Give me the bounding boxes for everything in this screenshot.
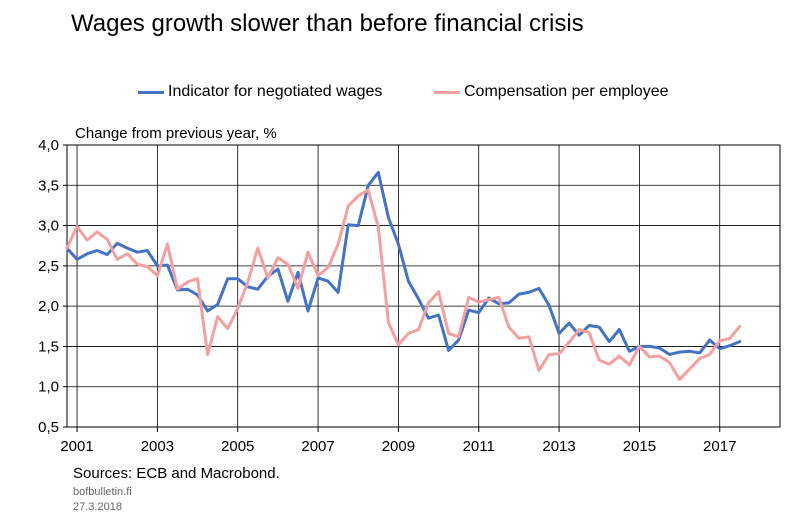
- x-tick-label: 2013: [542, 438, 575, 455]
- x-tick-label: 2015: [623, 438, 656, 455]
- source-note: Sources: ECB and Macrobond.: [73, 465, 280, 482]
- chart-title: Wages growth slower than before financia…: [71, 10, 584, 37]
- series-line-compensation: [65, 188, 742, 381]
- plot-area: [66, 144, 781, 428]
- legend-swatch-negotiated-wages: [138, 90, 164, 94]
- y-tick-label: 2,0: [38, 298, 59, 315]
- x-tick-label: 2007: [301, 438, 334, 455]
- x-tick-label: 2009: [382, 438, 415, 455]
- publish-date: 27.3.2018: [73, 501, 122, 513]
- y-tick-label: 3,0: [38, 218, 59, 235]
- x-tick-label: 2001: [60, 438, 93, 455]
- x-tick-label: 2011: [463, 438, 495, 455]
- legend-swatch-compensation: [434, 90, 460, 94]
- y-tick-label: 1,5: [38, 338, 59, 355]
- x-tick-label: 2003: [141, 438, 174, 455]
- y-tick-label: 2,5: [38, 258, 59, 275]
- x-tick-label: 2005: [221, 438, 254, 455]
- y-tick-label: 4,0: [38, 137, 59, 154]
- legend-label-compensation: Compensation per employee: [464, 83, 669, 100]
- legend-item-negotiated-wages: Indicator for negotiated wages: [138, 83, 382, 101]
- y-tick-label: 0,5: [38, 419, 59, 436]
- y-tick-label: 3,5: [38, 177, 59, 194]
- y-tick-label: 1,0: [38, 379, 59, 396]
- legend: Indicator for negotiated wages Compensat…: [0, 83, 800, 107]
- x-tick-label: 2017: [703, 438, 736, 455]
- legend-label-negotiated-wages: Indicator for negotiated wages: [168, 83, 383, 100]
- site-name: bofbulletin.fi: [73, 486, 132, 498]
- legend-item-compensation: Compensation per employee: [434, 83, 669, 101]
- y-axis-label: Change from previous year, %: [75, 125, 277, 142]
- series-line-negotiated-wages: [65, 170, 742, 356]
